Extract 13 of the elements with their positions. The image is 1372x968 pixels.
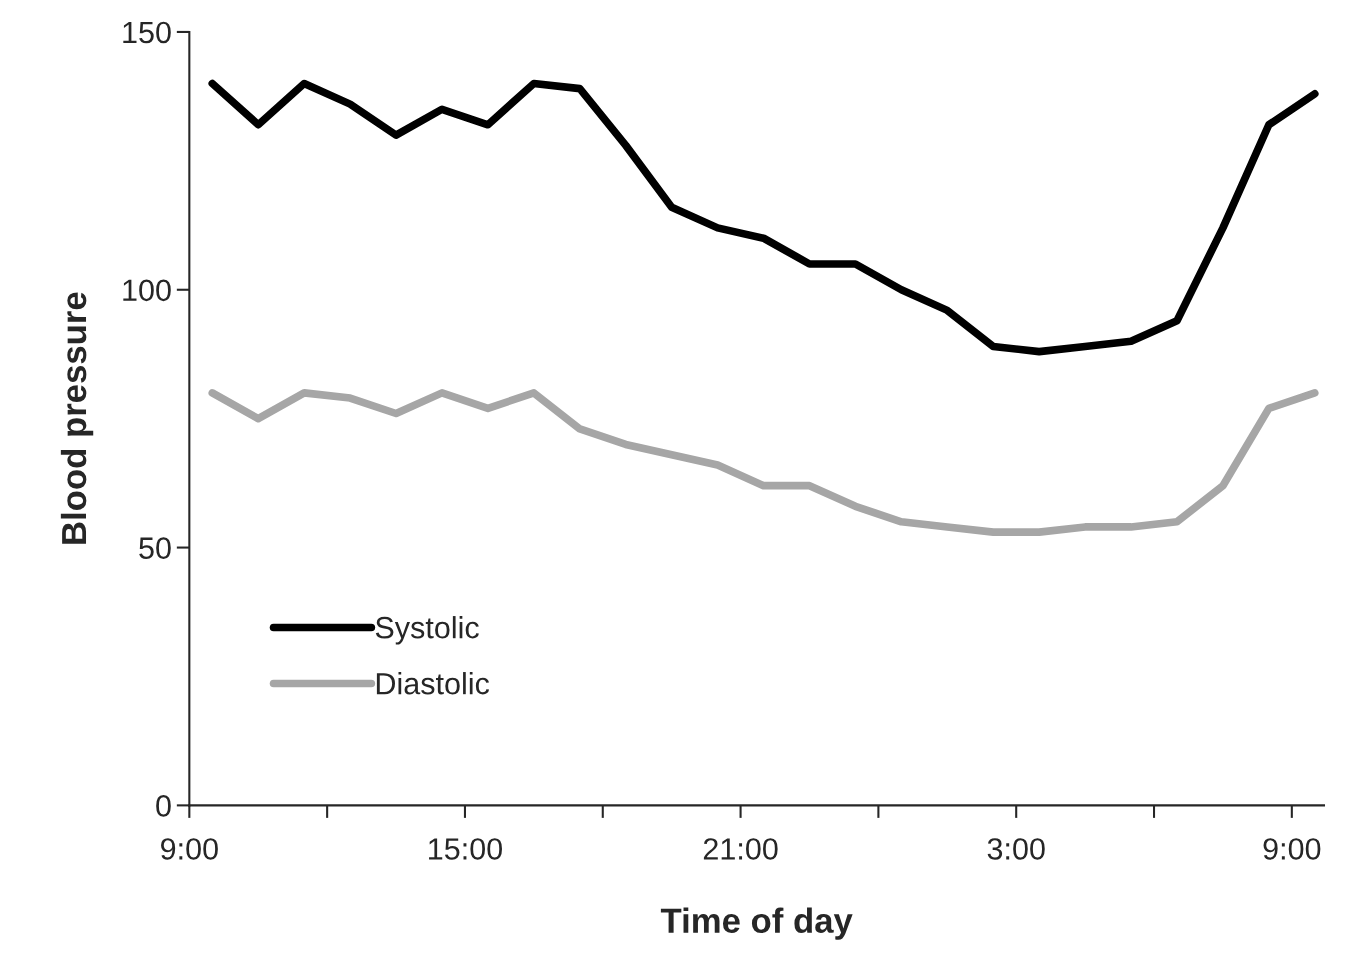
y-tick-label: 100	[123, 279, 171, 302]
legend-label: Systolic	[375, 616, 479, 645]
x-tick-label: 21:00	[703, 838, 778, 860]
y-tick-label: 0	[156, 795, 171, 817]
legend-label: Diastolic	[376, 672, 490, 695]
x-tick-label: 3:00	[987, 838, 1045, 860]
x-tick-label: 9:00	[161, 838, 218, 860]
x-axis-title: Time of day	[660, 907, 853, 940]
x-tick-label: 15:00	[429, 838, 502, 860]
y-axis-title: Blood pressure	[60, 292, 94, 544]
y-tick-label: 150	[123, 21, 171, 44]
y-tick-label: 50	[139, 537, 171, 559]
x-tick-label: 9:00	[1263, 838, 1321, 860]
